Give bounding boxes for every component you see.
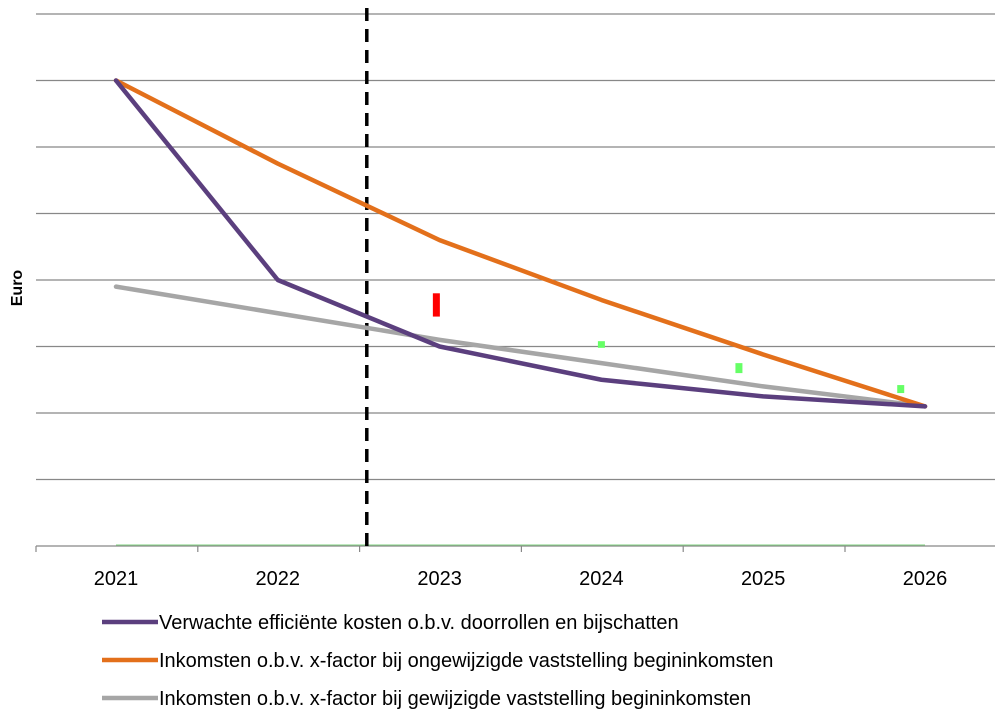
difference-marker <box>897 385 905 394</box>
legend-label: Inkomsten o.b.v. x-factor bij gewijzigde… <box>159 688 751 710</box>
x-tick-label: 2025 <box>741 568 786 590</box>
gridlines <box>36 13 995 481</box>
legend-label: Verwachte efficiënte kosten o.b.v. doorr… <box>159 612 679 634</box>
x-tick-labels: 2021 2022 2023 2024 2025 2026 <box>94 568 948 590</box>
legend: Verwachte efficiënte kosten o.b.v. doorr… <box>102 612 773 710</box>
x-tick-label: 2024 <box>579 568 624 590</box>
difference-marker <box>735 363 743 374</box>
difference-marker <box>432 293 440 317</box>
y-axis-title: Euro <box>9 270 26 307</box>
legend-label: Inkomsten o.b.v. x-factor bij ongewijzig… <box>159 650 773 672</box>
series-line-1 <box>113 78 928 409</box>
difference-marker <box>597 341 605 348</box>
series-line-2 <box>113 78 928 409</box>
x-tick-label: 2021 <box>94 568 139 590</box>
series-lines <box>113 78 928 409</box>
x-tick-label: 2023 <box>417 568 462 590</box>
difference-markers <box>432 293 905 394</box>
x-axis <box>35 544 995 552</box>
series-line-3 <box>113 284 928 409</box>
x-tick-label: 2022 <box>256 568 301 590</box>
x-tick-label: 2026 <box>903 568 948 590</box>
